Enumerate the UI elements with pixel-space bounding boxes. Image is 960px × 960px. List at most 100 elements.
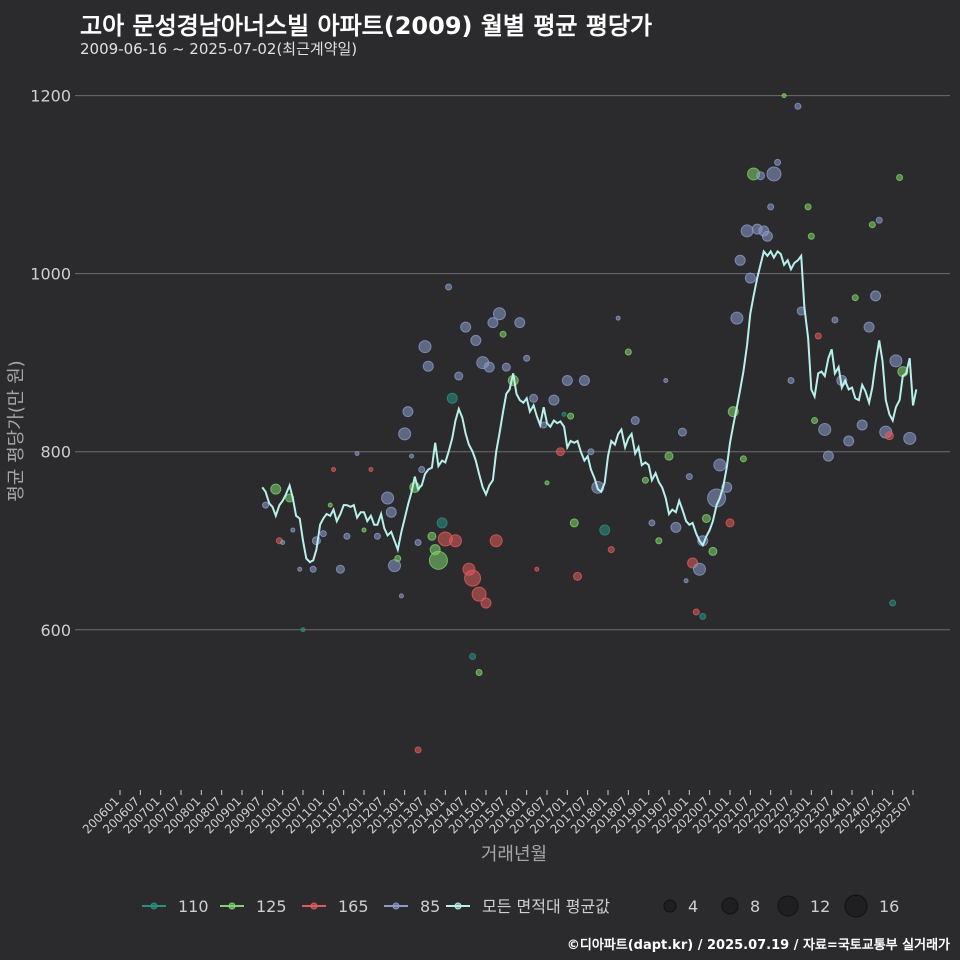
data-point-85 <box>454 371 464 381</box>
data-point-165 <box>368 467 374 473</box>
data-point-125 <box>655 537 663 545</box>
data-point-85 <box>523 354 531 362</box>
data-point-85 <box>540 421 548 429</box>
data-point-85 <box>587 448 595 456</box>
data-point-125 <box>811 417 819 425</box>
data-point-165 <box>414 746 422 754</box>
grid-lines <box>75 95 950 631</box>
data-point-85 <box>483 361 495 373</box>
data-point-85 <box>863 321 875 333</box>
data-point-125 <box>624 348 632 356</box>
legend-size-circle <box>844 894 868 918</box>
data-point-125 <box>896 174 904 182</box>
data-point-125 <box>327 502 333 508</box>
data-point-85 <box>670 521 682 533</box>
data-point-125 <box>475 668 483 676</box>
data-point-85 <box>693 562 706 576</box>
y-axis-ticks: 600 800 1000 1200 <box>30 87 71 640</box>
data-point-125 <box>781 93 787 99</box>
data-point-165 <box>607 546 615 554</box>
data-point-85 <box>734 254 746 266</box>
data-point-85 <box>843 435 855 447</box>
data-point-110 <box>699 612 707 620</box>
data-point-85 <box>756 171 765 181</box>
data-point-85 <box>761 230 773 242</box>
data-point-85 <box>354 450 360 456</box>
data-point-85 <box>766 166 782 182</box>
data-point-165 <box>449 534 462 548</box>
y-tick-label: 600 <box>40 621 71 640</box>
data-point-85 <box>335 564 345 574</box>
average-line <box>261 249 918 564</box>
legend-size-circle <box>777 895 799 917</box>
page-subtitle: 2009-06-16 ~ 2025-07-02(최근계약일) <box>80 40 358 58</box>
data-point-110 <box>469 652 477 660</box>
data-point-110 <box>436 517 448 529</box>
data-point-125 <box>428 550 448 570</box>
data-point-125 <box>544 480 550 486</box>
data-point-125 <box>641 476 649 484</box>
data-point-85 <box>648 519 656 527</box>
data-point-85 <box>561 374 573 386</box>
legend: 110 125 165 85 모든 면적대 평균값 4 8 12 16 <box>142 894 899 918</box>
data-point-85 <box>460 321 472 333</box>
data-point-110 <box>889 599 897 607</box>
y-tick-label: 800 <box>40 443 71 462</box>
data-point-85 <box>548 394 560 406</box>
data-point-85 <box>514 317 526 329</box>
data-point-85 <box>385 506 397 518</box>
scatter-points <box>262 93 917 754</box>
data-point-165 <box>814 332 822 340</box>
legend-size-circle <box>663 899 677 913</box>
legend-label: 125 <box>256 897 287 916</box>
data-point-85 <box>343 532 351 540</box>
data-point-85 <box>630 416 640 426</box>
data-point-125 <box>394 555 402 563</box>
data-point-85 <box>875 216 883 224</box>
data-point-165 <box>471 586 487 602</box>
data-point-85 <box>685 473 693 481</box>
data-point-85 <box>398 427 412 441</box>
y-tick-label: 1000 <box>30 265 71 284</box>
data-point-85 <box>381 491 395 505</box>
data-point-125 <box>708 546 718 556</box>
legend-size-label: 12 <box>810 897 830 916</box>
data-point-85 <box>373 532 381 540</box>
data-point-85 <box>615 315 621 321</box>
y-tick-label: 1200 <box>30 87 71 106</box>
data-point-85 <box>831 316 839 324</box>
data-point-125 <box>868 221 876 229</box>
data-point-85 <box>529 393 539 403</box>
data-point-125 <box>569 518 579 528</box>
data-point-85 <box>262 501 270 509</box>
page-title: 고아 문성경남아너스빌 아파트(2009) 월별 평균 평당가 <box>80 12 653 40</box>
data-point-85 <box>402 406 414 418</box>
data-point-85 <box>744 272 756 284</box>
data-point-85 <box>290 527 296 533</box>
data-point-165 <box>725 518 735 528</box>
data-point-85 <box>445 283 453 291</box>
data-point-85 <box>822 450 834 462</box>
data-point-125 <box>361 527 367 533</box>
data-point-125 <box>499 330 507 338</box>
data-point-85 <box>492 307 506 321</box>
data-point-85 <box>889 354 903 368</box>
legend-label: 모든 면적대 평균값 <box>482 897 610 916</box>
data-point-125 <box>427 531 437 541</box>
data-point-165 <box>555 447 565 457</box>
data-point-85 <box>774 158 782 166</box>
data-point-110 <box>446 392 458 404</box>
data-point-165 <box>573 571 582 581</box>
data-point-85 <box>422 360 434 372</box>
data-point-165 <box>480 597 492 609</box>
data-point-125 <box>804 203 812 211</box>
data-point-85 <box>713 458 727 472</box>
data-point-85 <box>487 317 499 329</box>
legend-key-point <box>454 902 462 910</box>
data-point-85 <box>418 466 426 474</box>
data-point-110 <box>300 627 306 633</box>
legend-label: 85 <box>420 897 440 916</box>
data-point-85 <box>309 565 317 573</box>
data-point-110 <box>561 411 567 417</box>
